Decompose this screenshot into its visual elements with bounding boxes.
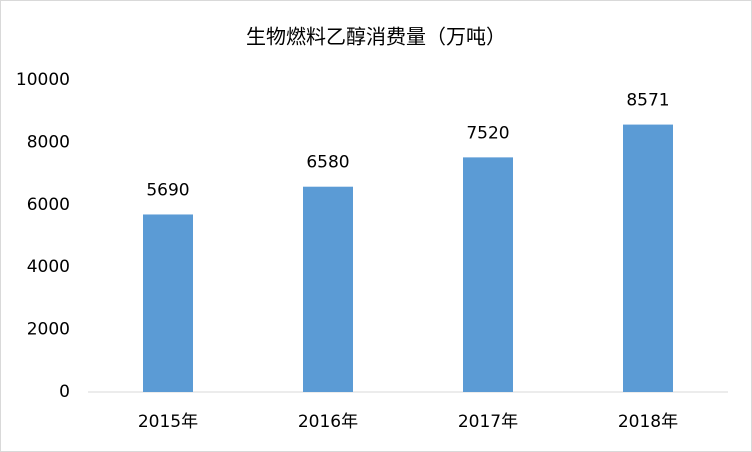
bar (143, 214, 193, 392)
x-tick-label: 2017年 (458, 412, 518, 432)
y-tick-label: 2000 (27, 320, 70, 340)
bar (623, 124, 673, 392)
x-tick-label: 2018年 (618, 412, 678, 432)
y-tick-label: 10000 (16, 70, 70, 90)
x-tick-label: 2015年 (138, 412, 198, 432)
y-tick-label: 0 (59, 382, 70, 402)
y-tick-label: 8000 (27, 132, 70, 152)
chart-title: 生物燃料乙醇消费量（万吨） (246, 25, 506, 49)
y-tick-label: 4000 (27, 257, 70, 277)
data-label: 8571 (626, 91, 669, 111)
bar (303, 186, 353, 392)
data-label: 6580 (306, 153, 349, 173)
x-tick-label: 2016年 (298, 412, 358, 432)
data-label: 7520 (466, 123, 509, 143)
data-label: 5690 (146, 180, 189, 200)
bar (463, 157, 513, 392)
y-tick-label: 6000 (27, 195, 70, 215)
